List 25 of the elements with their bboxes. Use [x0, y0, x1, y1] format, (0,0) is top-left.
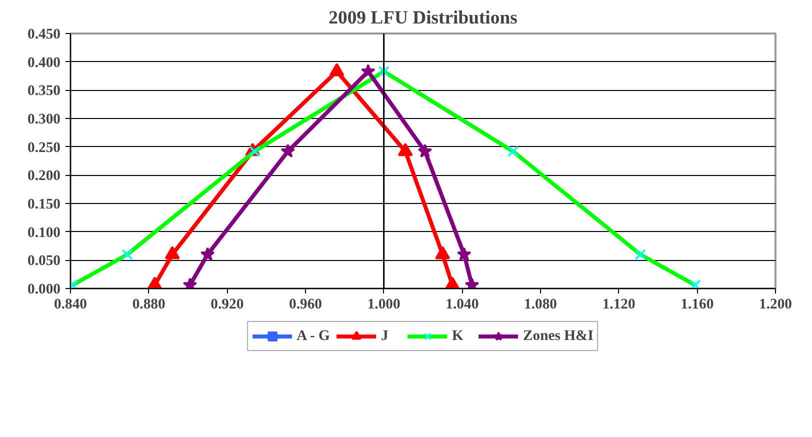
y-tick-label: 0.400 — [28, 54, 61, 71]
x-tick-label: 0.880 — [132, 296, 166, 312]
y-tick-label: 0.450 — [28, 26, 61, 42]
y-tick-label: 0.250 — [28, 140, 61, 156]
chart-title: 2009 LFU Distributions — [328, 8, 518, 28]
legend-label: A - G — [296, 328, 330, 344]
x-tick-label: 0.840 — [54, 296, 87, 312]
x-tick-label: 1.000 — [367, 296, 400, 312]
x-tick-label: 1.080 — [524, 296, 557, 312]
x-tick-label: 1.040 — [446, 296, 479, 312]
x-tick-label: 1.200 — [759, 296, 792, 312]
y-tick-label: 0.100 — [28, 224, 61, 241]
x-tick-label: 0.960 — [289, 296, 322, 312]
y-tick-label: 0.350 — [28, 83, 61, 100]
y-tick-label: 0.200 — [28, 168, 61, 184]
y-tick-label: 0.150 — [28, 196, 61, 212]
x-tick-label: 0.920 — [210, 296, 244, 312]
y-tick-label: 0.050 — [28, 253, 61, 270]
legend-label: Zones H&I — [522, 328, 594, 344]
y-tick-label: 0.300 — [28, 112, 61, 128]
legend-label: J — [380, 328, 390, 344]
legend-label: K — [452, 328, 464, 344]
x-tick-label: 1.160 — [680, 296, 714, 312]
x-tick-label: 1.120 — [602, 296, 636, 312]
y-tick-label: 0.000 — [28, 282, 61, 298]
